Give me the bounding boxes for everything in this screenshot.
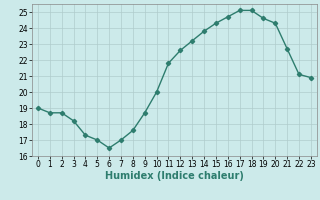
X-axis label: Humidex (Indice chaleur): Humidex (Indice chaleur) [105,171,244,181]
